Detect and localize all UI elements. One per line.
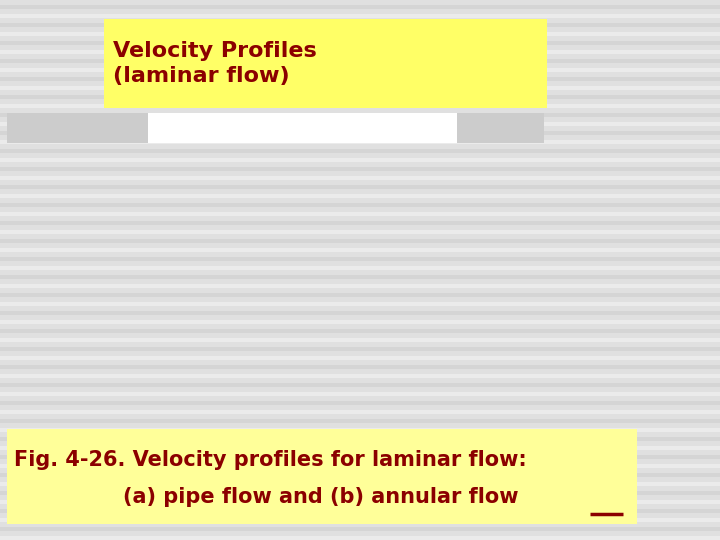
FancyBboxPatch shape bbox=[0, 536, 720, 540]
FancyBboxPatch shape bbox=[0, 356, 720, 360]
Text: Velocity Profiles
(laminar flow): Velocity Profiles (laminar flow) bbox=[113, 40, 317, 86]
FancyBboxPatch shape bbox=[0, 419, 720, 423]
FancyBboxPatch shape bbox=[104, 19, 547, 108]
FancyBboxPatch shape bbox=[0, 338, 720, 342]
FancyBboxPatch shape bbox=[0, 212, 720, 216]
FancyBboxPatch shape bbox=[0, 59, 720, 63]
FancyBboxPatch shape bbox=[0, 509, 720, 513]
FancyBboxPatch shape bbox=[0, 383, 720, 387]
FancyBboxPatch shape bbox=[0, 437, 720, 441]
FancyBboxPatch shape bbox=[0, 230, 720, 234]
FancyBboxPatch shape bbox=[0, 302, 720, 306]
FancyBboxPatch shape bbox=[0, 32, 720, 36]
FancyBboxPatch shape bbox=[0, 86, 720, 90]
FancyBboxPatch shape bbox=[148, 113, 457, 143]
FancyBboxPatch shape bbox=[7, 429, 637, 524]
FancyBboxPatch shape bbox=[0, 500, 720, 504]
FancyBboxPatch shape bbox=[0, 482, 720, 486]
FancyBboxPatch shape bbox=[0, 158, 720, 162]
FancyBboxPatch shape bbox=[0, 77, 720, 81]
FancyBboxPatch shape bbox=[0, 401, 720, 405]
Text: (a) pipe flow and (b) annular flow: (a) pipe flow and (b) annular flow bbox=[122, 487, 518, 508]
FancyBboxPatch shape bbox=[0, 41, 720, 45]
FancyBboxPatch shape bbox=[0, 455, 720, 459]
FancyBboxPatch shape bbox=[0, 68, 720, 72]
FancyBboxPatch shape bbox=[0, 446, 720, 450]
FancyBboxPatch shape bbox=[0, 374, 720, 378]
FancyBboxPatch shape bbox=[0, 329, 720, 333]
FancyBboxPatch shape bbox=[0, 5, 720, 9]
FancyBboxPatch shape bbox=[0, 131, 720, 135]
FancyBboxPatch shape bbox=[0, 23, 720, 27]
FancyBboxPatch shape bbox=[0, 365, 720, 369]
FancyBboxPatch shape bbox=[0, 284, 720, 288]
FancyBboxPatch shape bbox=[0, 257, 720, 261]
FancyBboxPatch shape bbox=[0, 320, 720, 324]
FancyBboxPatch shape bbox=[0, 239, 720, 243]
FancyBboxPatch shape bbox=[0, 95, 720, 99]
FancyBboxPatch shape bbox=[7, 113, 148, 143]
FancyBboxPatch shape bbox=[0, 185, 720, 189]
FancyBboxPatch shape bbox=[0, 293, 720, 297]
FancyBboxPatch shape bbox=[0, 311, 720, 315]
FancyBboxPatch shape bbox=[0, 248, 720, 252]
FancyBboxPatch shape bbox=[0, 194, 720, 198]
FancyBboxPatch shape bbox=[0, 266, 720, 270]
FancyBboxPatch shape bbox=[0, 149, 720, 153]
FancyBboxPatch shape bbox=[0, 275, 720, 279]
FancyBboxPatch shape bbox=[0, 140, 720, 144]
FancyBboxPatch shape bbox=[0, 203, 720, 207]
FancyBboxPatch shape bbox=[457, 113, 544, 143]
FancyBboxPatch shape bbox=[0, 221, 720, 225]
FancyBboxPatch shape bbox=[0, 392, 720, 396]
Text: Fig. 4-26. Velocity profiles for laminar flow:: Fig. 4-26. Velocity profiles for laminar… bbox=[14, 449, 527, 470]
FancyBboxPatch shape bbox=[0, 122, 720, 126]
FancyBboxPatch shape bbox=[0, 473, 720, 477]
FancyBboxPatch shape bbox=[0, 176, 720, 180]
FancyBboxPatch shape bbox=[0, 167, 720, 171]
FancyBboxPatch shape bbox=[0, 491, 720, 495]
FancyBboxPatch shape bbox=[0, 527, 720, 531]
FancyBboxPatch shape bbox=[0, 464, 720, 468]
FancyBboxPatch shape bbox=[0, 14, 720, 18]
FancyBboxPatch shape bbox=[0, 104, 720, 108]
FancyBboxPatch shape bbox=[0, 50, 720, 54]
FancyBboxPatch shape bbox=[0, 518, 720, 522]
FancyBboxPatch shape bbox=[0, 428, 720, 432]
FancyBboxPatch shape bbox=[0, 113, 720, 117]
FancyBboxPatch shape bbox=[0, 347, 720, 351]
FancyBboxPatch shape bbox=[0, 410, 720, 414]
